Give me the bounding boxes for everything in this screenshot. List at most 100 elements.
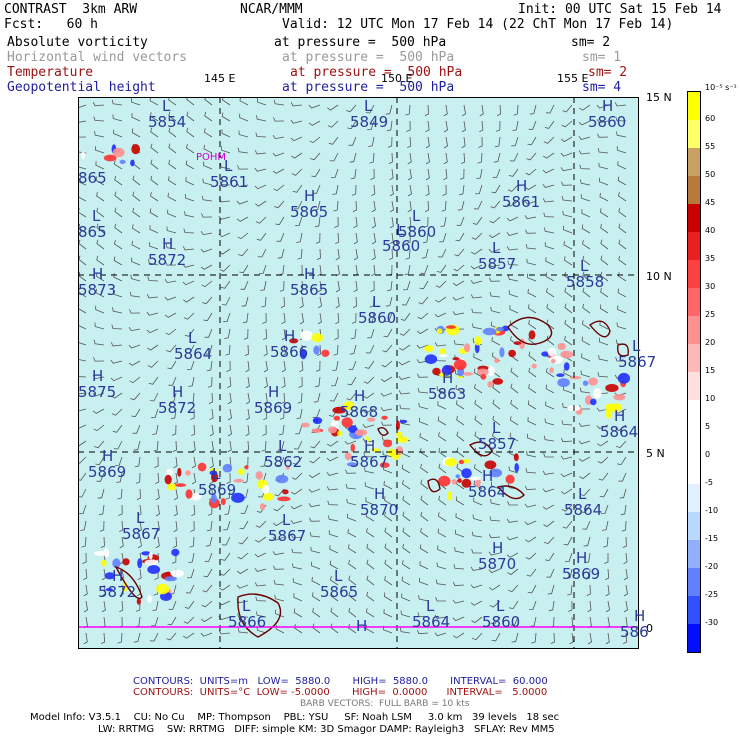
wind-barb: [226, 360, 231, 372]
wind-barb: [546, 303, 555, 314]
wind-barb: [309, 136, 321, 144]
colorbar-swatch: [688, 288, 700, 316]
wind-barb: [202, 584, 213, 593]
vorticity-cell: [144, 559, 159, 566]
wind-barb: [209, 456, 214, 469]
vorticity-cell: [439, 348, 446, 355]
wind-barb: [437, 545, 447, 554]
wind-barb: [350, 168, 357, 180]
center-type: L: [412, 207, 421, 225]
height-center: H 5875: [78, 367, 116, 401]
colorbar-swatch: [688, 540, 700, 568]
wind-barb: [184, 194, 195, 202]
center-type: L: [578, 485, 587, 503]
vorticity-cell: [170, 569, 185, 578]
wind-barb: [366, 591, 375, 602]
vorticity-cell: [167, 483, 176, 491]
wind-barb: [584, 552, 591, 564]
vorticity-cell: [112, 558, 121, 569]
wind-barb: [527, 417, 537, 426]
wind-barb: [317, 280, 322, 293]
vorticity-cell: [476, 368, 489, 376]
wind-barb: [388, 152, 393, 164]
center-value: 5866: [270, 343, 309, 361]
wind-barb: [436, 386, 447, 394]
wind-barb: [291, 152, 303, 159]
wind-barb: [578, 440, 591, 445]
wind-barb: [261, 296, 267, 308]
wind-barb: [255, 520, 267, 528]
wind-barb: [563, 225, 573, 234]
center-type: H: [162, 235, 174, 253]
vorticity-cell: [164, 576, 177, 582]
wind-barb: [471, 531, 483, 538]
wind-barb: [293, 200, 303, 210]
center-type: H: [576, 549, 588, 567]
wind-barb: [473, 368, 483, 378]
wind-barb: [236, 182, 249, 188]
center-value: 865: [78, 223, 107, 241]
center-type: L: [396, 221, 405, 239]
wind-barb: [244, 440, 250, 453]
wind-barb: [524, 536, 537, 543]
wind-barb: [166, 632, 177, 641]
wind-barb: [202, 296, 213, 305]
vorticity-cell: [445, 325, 457, 329]
wind-barb: [310, 152, 321, 161]
map-panel[interactable]: POHM L 5854 L 5849 H 5860 865 L 5861 H 5865 H 5861 L 5…: [74, 95, 656, 649]
wind-barb: [224, 328, 231, 339]
center-type: L: [242, 597, 251, 615]
vorticity-cell: [311, 333, 324, 343]
wind-barb: [363, 452, 375, 458]
field-height-level: at pressure = 500 hPa: [282, 80, 455, 95]
wind-barb: [528, 367, 537, 378]
center-type: L: [188, 329, 197, 347]
wind-barb: [348, 559, 357, 570]
wind-barb: [581, 504, 591, 514]
wind-barb: [508, 584, 519, 593]
wind-barb: [292, 184, 303, 193]
wind-barb: [453, 264, 465, 272]
institution: NCAR/MMM: [240, 2, 303, 17]
wind-barb: [129, 376, 141, 384]
lon-label-145: 145 E: [204, 72, 236, 85]
vorticity-cell: [313, 345, 320, 355]
wind-barb: [600, 287, 609, 298]
wind-barb: [281, 312, 286, 325]
wind-barb: [489, 292, 501, 298]
wind-barb: [528, 319, 537, 330]
wind-barb: [308, 120, 321, 126]
wind-barb: [492, 399, 501, 410]
center-type: H: [356, 617, 368, 635]
wind-barb: [596, 119, 609, 124]
wind-barb: [474, 384, 483, 394]
wind-barb: [407, 216, 412, 229]
wind-barb: [382, 344, 393, 353]
wind-barb: [617, 288, 627, 298]
wind-barb: [132, 207, 141, 218]
wind-barb: [420, 264, 429, 274]
vorticity-cell: [441, 365, 452, 376]
wind-barb: [299, 360, 304, 373]
vorticity-cell: [399, 419, 408, 424]
wind-barb: [281, 344, 286, 357]
wind-barb: [186, 111, 195, 122]
wind-barb: [205, 344, 213, 355]
wind-barb: [93, 357, 105, 362]
wind-barb: [380, 376, 393, 383]
vorticity-cell: [164, 474, 172, 485]
height-center: H 586: [620, 607, 649, 641]
colorbar: [687, 91, 701, 653]
wind-barb: [371, 200, 376, 213]
vorticity-cell: [557, 378, 570, 388]
vorticity-cell: [444, 458, 457, 467]
wind-barb: [544, 536, 555, 545]
wind-barb: [351, 184, 357, 196]
wind-barb: [273, 99, 285, 106]
vorticity-cell: [185, 470, 191, 476]
wind-barb: [172, 536, 178, 549]
height-center: L 5862: [264, 437, 302, 471]
center-value: 5867: [122, 525, 161, 543]
wind-barb: [454, 248, 465, 257]
vorticity-cell: [514, 463, 519, 473]
